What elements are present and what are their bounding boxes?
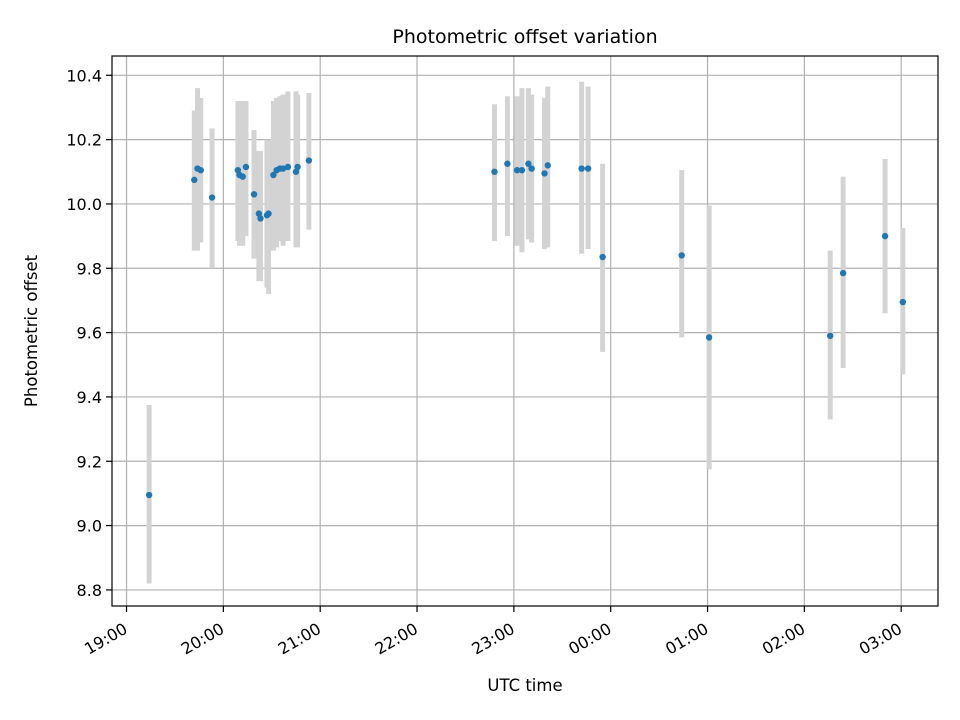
data-point (705, 334, 713, 341)
data-point (899, 298, 907, 306)
data-point (292, 168, 300, 175)
data-point (491, 168, 498, 175)
data-point (197, 166, 204, 174)
data-point (541, 170, 548, 177)
data-point (678, 252, 685, 259)
data-point (250, 191, 258, 198)
data-point (208, 194, 216, 201)
data-point (294, 163, 301, 171)
data-point (265, 210, 272, 217)
data-point (518, 166, 526, 174)
data-point (584, 165, 592, 172)
data-point (270, 171, 277, 179)
data-point (513, 166, 521, 174)
x-axis-label: UTC time (487, 676, 562, 695)
y-tick-label: 9.4 (77, 388, 102, 407)
data-point (525, 160, 532, 167)
y-tick-label: 8.8 (77, 581, 102, 600)
chart-title: Photometric offset variation (392, 26, 657, 48)
data-points (145, 157, 907, 499)
y-tick-label: 9.2 (77, 452, 102, 471)
y-tick-label: 10.0 (66, 195, 102, 214)
data-point (599, 253, 606, 261)
data-point (239, 173, 246, 180)
data-point (284, 163, 292, 171)
y-tick-label: 9.6 (77, 324, 102, 343)
y-axis-label: Photometric offset (22, 254, 41, 407)
y-tick-label: 9.8 (77, 259, 102, 278)
data-point (257, 215, 264, 222)
y-tick-label: 10.2 (66, 131, 102, 150)
data-point (881, 232, 889, 240)
data-point (826, 332, 834, 340)
data-point (234, 166, 242, 174)
data-point (504, 160, 511, 167)
data-point (839, 269, 847, 277)
grid-lines (112, 56, 938, 606)
data-point (145, 491, 153, 499)
y-tick-label: 10.4 (66, 66, 102, 85)
data-point (255, 210, 263, 217)
data-point (305, 157, 313, 164)
plot-frame (111, 55, 939, 607)
data-point (528, 165, 535, 172)
y-tick-label: 9.0 (77, 517, 102, 536)
data-point (578, 165, 585, 172)
data-point (544, 162, 551, 169)
data-point (279, 165, 287, 172)
data-point (242, 163, 250, 171)
data-point (191, 176, 198, 184)
y-axis-ticks: 8.8 9.0 9.2 9.4 9.6 9.8 10.0 10.2 10.4 (66, 66, 112, 600)
